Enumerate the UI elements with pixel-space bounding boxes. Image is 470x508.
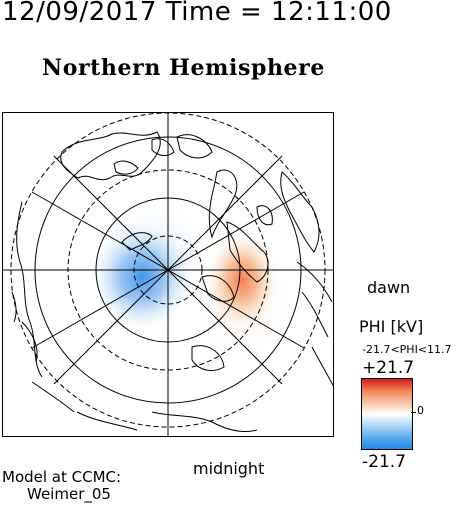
datetime-header: 12/09/2017 Time = 12:11:00 (2, 0, 392, 27)
colorbar-zero-tick (411, 412, 416, 413)
legend-zero-value: 0 (417, 404, 424, 417)
colorbar (361, 378, 413, 450)
map-title: Northern Hemisphere (42, 55, 325, 81)
potential-negative-cell (90, 222, 194, 332)
legend-max-value: +21.7 (362, 358, 415, 378)
map-border (2, 112, 334, 437)
coastlines (11, 131, 334, 433)
legend-title: PHI [kV] (359, 317, 424, 336)
dawn-label: dawn (367, 278, 411, 297)
model-name: Weimer_05 (27, 485, 111, 503)
potential-positive-cell (206, 232, 278, 328)
model-credit-line: Model at CCMC: (2, 468, 122, 486)
polar-map (2, 112, 334, 437)
legend-range: -21.7<PHI<11.7 (362, 343, 452, 356)
midnight-label: midnight (193, 459, 265, 478)
legend-min-value: -21.7 (362, 452, 406, 472)
